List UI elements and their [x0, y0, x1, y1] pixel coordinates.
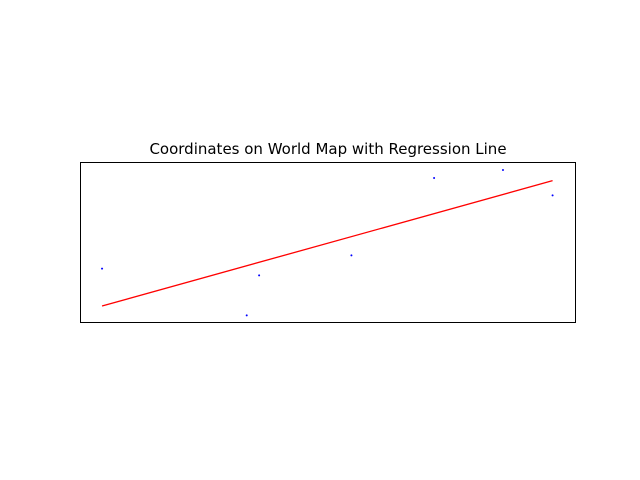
- scatter-point-2: [245, 314, 248, 317]
- plot-area: [80, 162, 576, 323]
- chart-title: Coordinates on World Map with Regression…: [149, 140, 506, 158]
- regression-line: [101, 180, 553, 307]
- scatter-point-3: [258, 274, 261, 277]
- plot-marks: [101, 169, 554, 317]
- plot-frame: [80, 162, 576, 323]
- scatter-point-4: [350, 254, 353, 257]
- scatter-point-1: [101, 267, 104, 270]
- scatter-point-7: [551, 194, 554, 197]
- scatter-point-5: [433, 177, 436, 179]
- scatter-point-6: [501, 169, 504, 171]
